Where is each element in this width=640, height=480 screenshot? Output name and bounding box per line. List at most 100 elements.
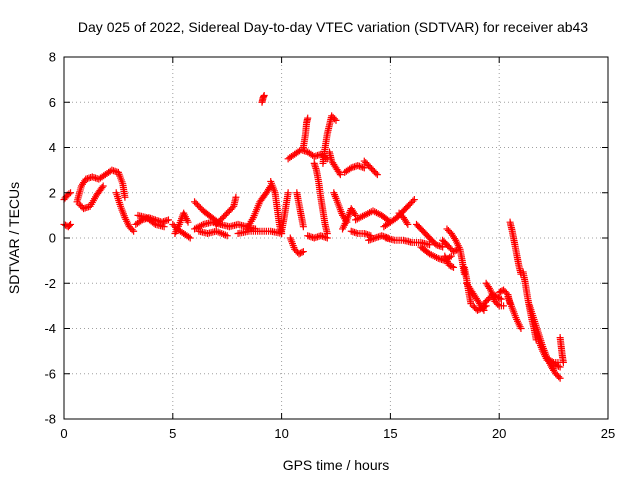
data-point <box>185 233 193 241</box>
data-point <box>350 210 358 218</box>
y-tick-label: 6 <box>49 95 56 110</box>
series-track-2 <box>60 220 75 231</box>
series-track-39 <box>439 236 462 256</box>
data-point <box>299 248 307 256</box>
data-point <box>485 284 493 292</box>
series-track-14 <box>234 227 286 237</box>
data-point <box>284 189 292 197</box>
series-track-7 <box>134 211 168 231</box>
series-track-54 <box>556 334 567 366</box>
data-point <box>150 219 158 227</box>
gridlines <box>64 57 608 419</box>
y-tick-label: -6 <box>44 366 56 381</box>
data-point <box>450 263 458 271</box>
series-track-16 <box>258 91 268 106</box>
data-point <box>517 325 525 332</box>
chart-title: Day 025 of 2022, Sidereal Day-to-day VTE… <box>78 19 588 35</box>
series-track-19 <box>286 234 307 258</box>
series-track-24 <box>310 159 331 237</box>
series-track-32 <box>352 207 394 226</box>
data-point <box>555 373 563 381</box>
data-point <box>409 197 417 205</box>
data-point <box>298 248 306 256</box>
x-tick-label: 0 <box>60 426 67 441</box>
y-tick-label: -2 <box>44 276 56 291</box>
data-point <box>186 234 194 242</box>
x-axis-label: GPS time / hours <box>283 457 390 473</box>
data-point <box>497 295 505 303</box>
series-track-4 <box>75 182 107 213</box>
x-tick-label: 20 <box>492 426 506 441</box>
series-track-21 <box>293 189 307 231</box>
series-track-5 <box>112 189 138 235</box>
data-point <box>556 374 564 382</box>
series-track-12 <box>195 227 231 240</box>
data-point <box>128 226 136 234</box>
data-point <box>360 164 368 172</box>
data-point <box>496 294 504 302</box>
data-marks <box>60 91 567 382</box>
data-point <box>410 196 418 204</box>
data-point <box>346 165 354 173</box>
series-track-46 <box>482 279 508 310</box>
series-track-40 <box>441 252 458 271</box>
series-track-25 <box>319 112 340 167</box>
series-track-18 <box>278 189 292 235</box>
data-point <box>481 303 489 311</box>
series-track-37 <box>413 220 447 251</box>
data-point <box>121 193 129 201</box>
data-point <box>494 300 502 308</box>
data-point <box>426 241 434 249</box>
x-tick-label: 10 <box>274 426 288 441</box>
data-point <box>448 263 456 271</box>
series-track-49 <box>506 218 525 278</box>
series-track-27 <box>341 162 368 176</box>
axis-ticks: 0 5 10 15 20 25 -8 -6 -4 -2 0 2 4 6 8 <box>44 50 615 442</box>
data-point <box>67 220 75 228</box>
data-point <box>137 217 145 225</box>
data-point <box>404 220 412 228</box>
series-track-53 <box>545 356 562 366</box>
series-track-9 <box>171 209 192 237</box>
series-track-13 <box>212 193 240 228</box>
data-point <box>439 243 447 251</box>
series-track-17 <box>267 177 286 237</box>
data-point <box>447 252 455 260</box>
series-track-34 <box>382 234 434 249</box>
data-point <box>556 363 564 371</box>
series-track-28 <box>360 157 381 179</box>
series-track-30 <box>339 205 360 233</box>
x-tick-label: 25 <box>601 426 615 441</box>
data-point <box>548 358 556 366</box>
data-point <box>65 222 73 230</box>
data-point <box>232 193 240 201</box>
y-tick-label: 0 <box>49 231 56 246</box>
data-point <box>98 183 106 191</box>
data-point <box>299 223 307 231</box>
data-point <box>160 223 168 231</box>
data-point <box>559 358 567 366</box>
y-tick-label: 4 <box>49 140 56 155</box>
y-tick-label: -4 <box>44 321 56 336</box>
data-point <box>332 116 340 124</box>
x-tick-label: 15 <box>383 426 397 441</box>
data-point <box>65 190 73 198</box>
y-axis-label: SDTVAR / TECUs <box>6 182 22 294</box>
y-tick-label: 8 <box>49 50 56 65</box>
data-point <box>323 229 331 237</box>
y-tick-label: 2 <box>49 185 56 200</box>
data-point <box>451 235 459 243</box>
series-track-36 <box>395 209 412 228</box>
data-point <box>164 216 172 224</box>
data-point <box>130 227 138 235</box>
data-point <box>99 182 107 190</box>
series-track-15 <box>243 182 275 233</box>
series-track-22 <box>299 114 312 151</box>
series-track-3 <box>73 166 129 206</box>
x-tick-label: 5 <box>169 426 176 441</box>
series-track-48 <box>504 293 525 332</box>
series-track-26 <box>325 148 344 179</box>
data-point <box>304 114 312 122</box>
